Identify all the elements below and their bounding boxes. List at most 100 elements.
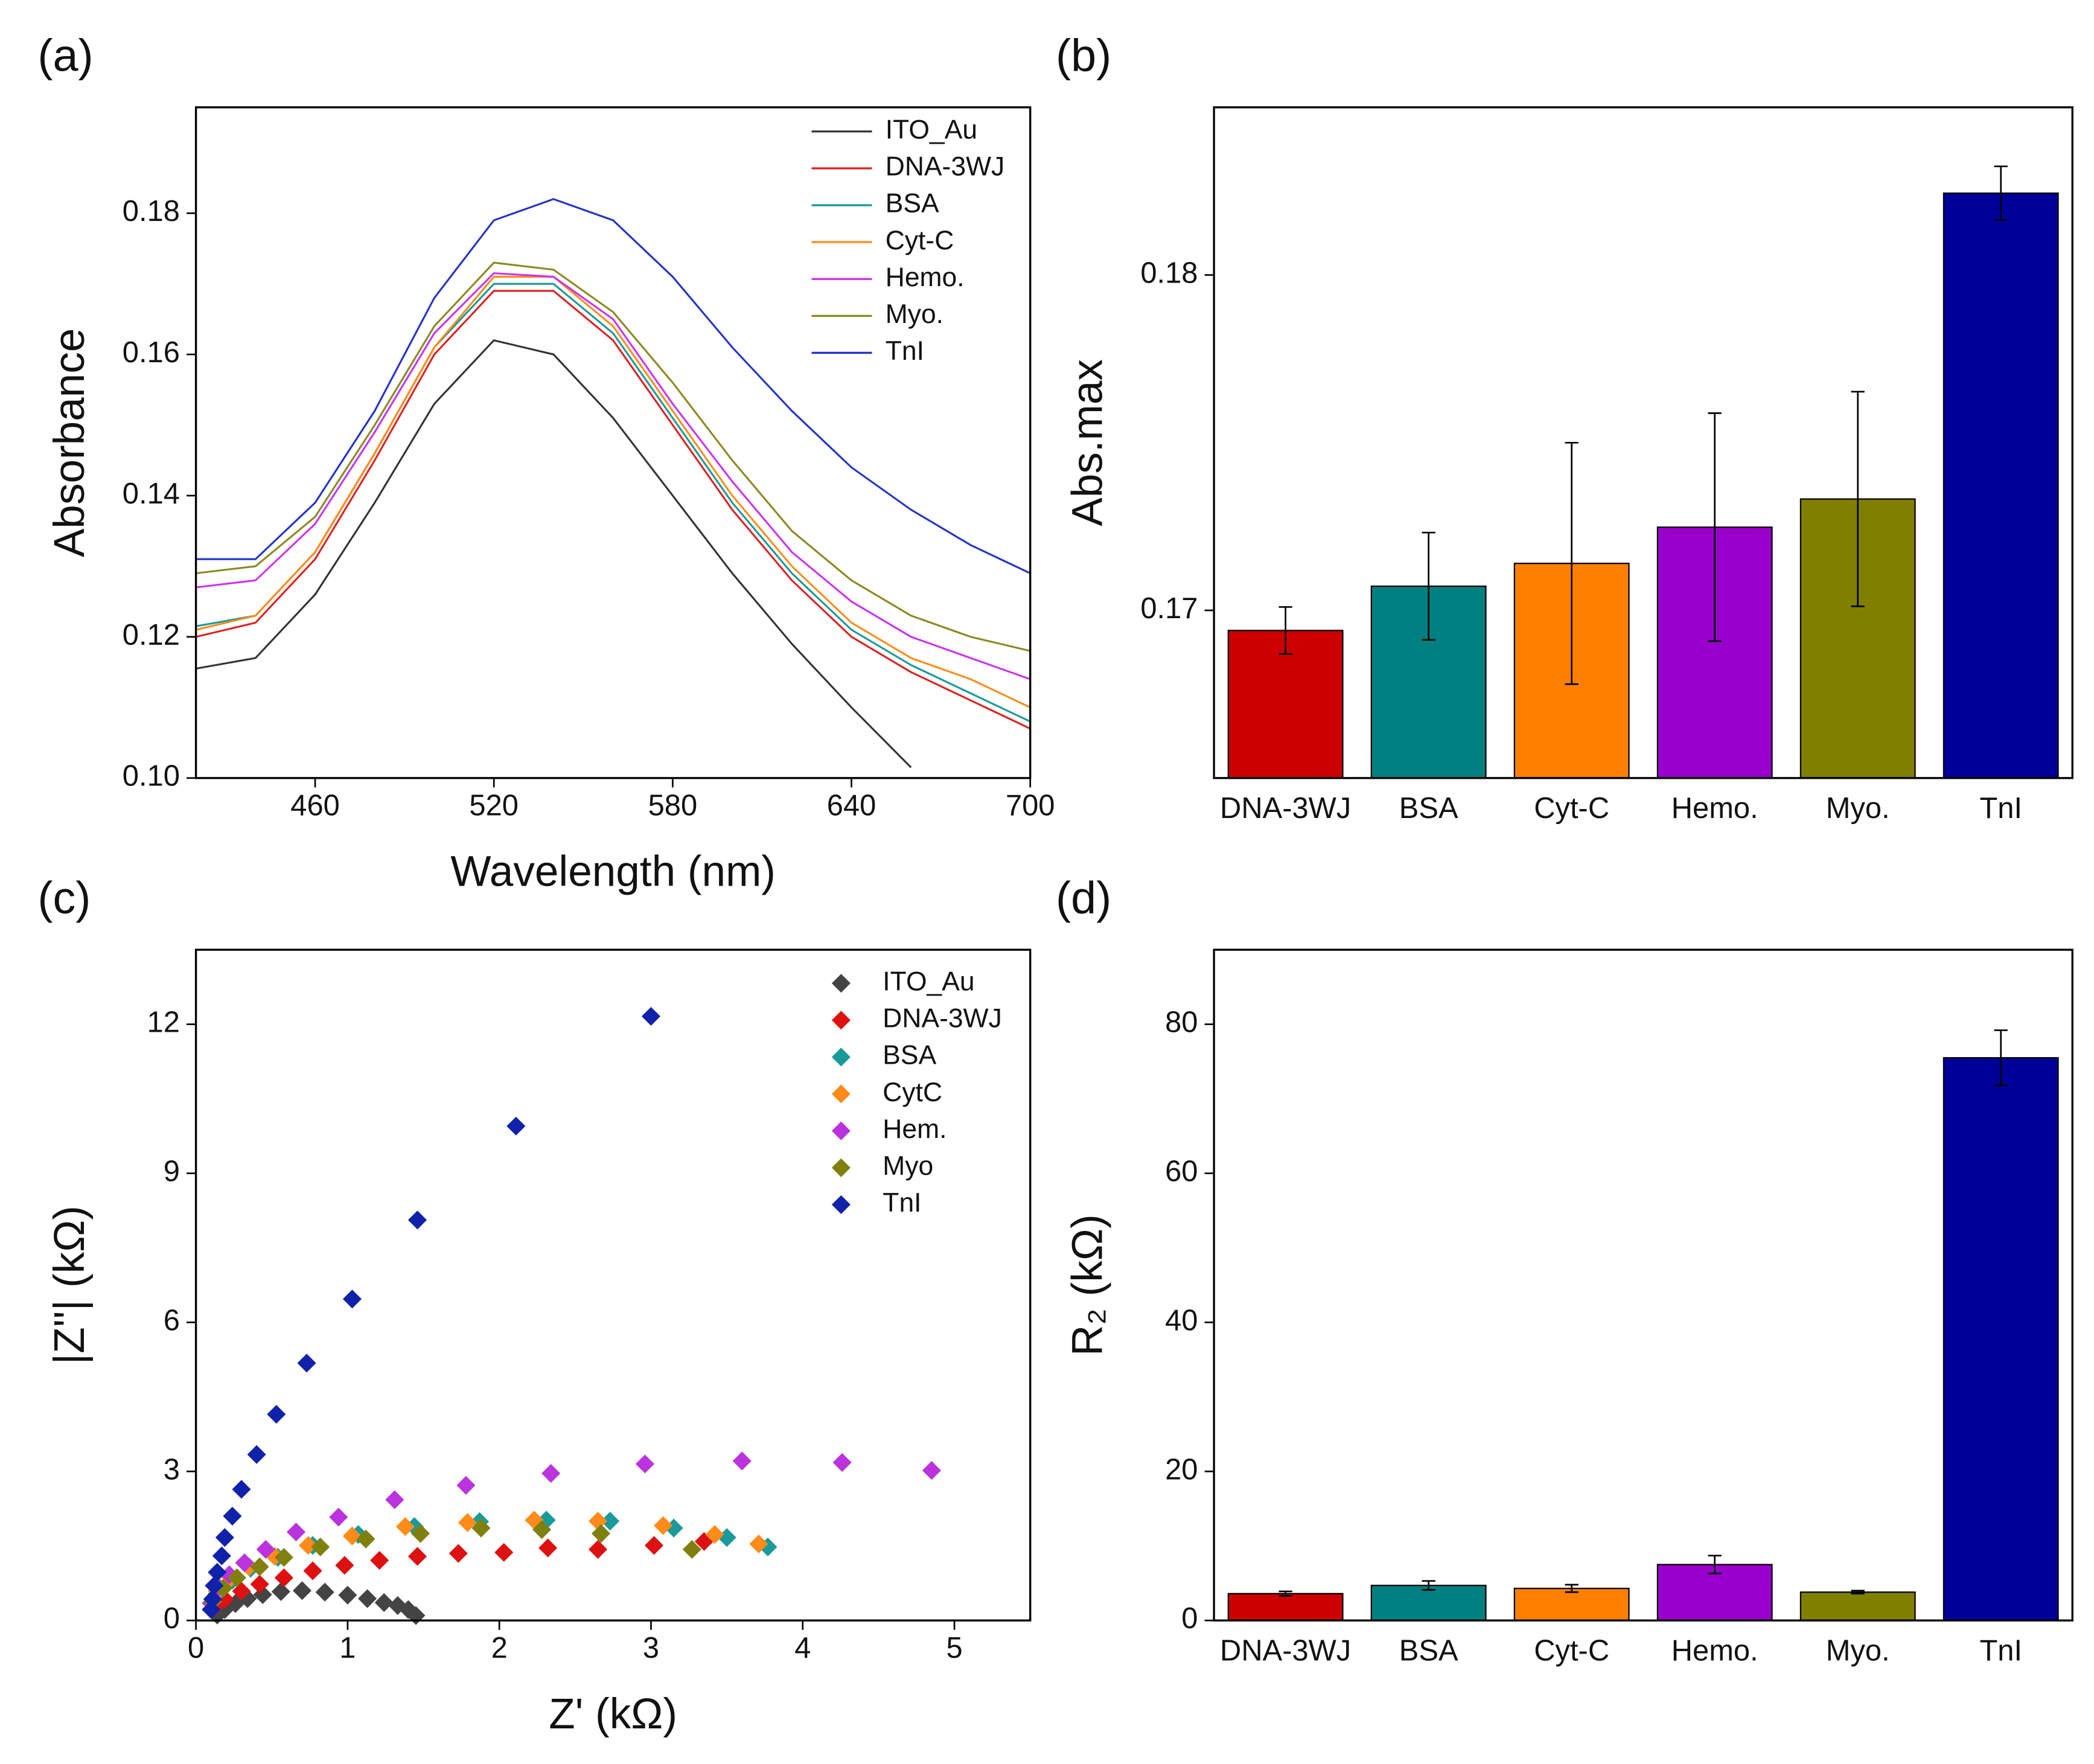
y-tick-label: 80 xyxy=(1165,1006,1198,1039)
y-tick-label: 6 xyxy=(164,1304,180,1337)
x-axis-label: Z' (kΩ) xyxy=(549,1690,677,1738)
x-tick-label: Cyt-C xyxy=(1534,792,1609,825)
data-line xyxy=(196,261,1030,652)
legend-swatch xyxy=(831,974,851,993)
data-point xyxy=(274,1568,293,1588)
y-tick-label: 0.16 xyxy=(123,336,180,369)
y-tick-label: 0 xyxy=(164,1602,180,1635)
y-tick-label: 0.14 xyxy=(123,478,180,510)
x-tick-label: Hemo. xyxy=(1671,1634,1758,1667)
plot-frame xyxy=(194,106,1032,779)
x-tick-label: 5 xyxy=(946,1632,962,1664)
bar xyxy=(1370,1585,1487,1622)
error-bar xyxy=(1422,1580,1435,1591)
data-point xyxy=(458,1513,477,1532)
data-point xyxy=(456,1475,476,1495)
data-point xyxy=(274,1548,293,1567)
x-tick-label: DNA-3WJ xyxy=(1220,1634,1351,1667)
x-tick-label: 460 xyxy=(290,790,340,822)
plot-frame xyxy=(1213,106,2073,779)
data-point xyxy=(235,1553,254,1573)
legend-label: BSA xyxy=(883,1041,936,1070)
data-point xyxy=(250,1574,269,1594)
data-point xyxy=(311,1537,330,1556)
y-tick-label: 3 xyxy=(164,1453,180,1486)
error-bar xyxy=(1422,531,1435,641)
data-point xyxy=(358,1589,377,1608)
legend-label: Cyt-C xyxy=(886,226,954,255)
data-point xyxy=(541,1464,561,1483)
error-bar xyxy=(1565,441,1578,685)
plot-frame xyxy=(1213,948,2073,1622)
y-tick-label: 60 xyxy=(1165,1155,1198,1187)
x-tick-label: Myo. xyxy=(1826,792,1890,825)
data-point xyxy=(532,1520,552,1539)
x-tick-label: 520 xyxy=(469,790,519,822)
data-point xyxy=(601,1512,620,1531)
legend-label: Hemo. xyxy=(886,263,965,292)
x-axis-label: Wavelength (nm) xyxy=(450,848,776,896)
error-bar xyxy=(1851,391,1865,607)
data-point xyxy=(212,1546,231,1565)
bar xyxy=(1942,192,2059,779)
y-axis-label: Abs.max xyxy=(1064,359,1111,526)
data-point xyxy=(250,1557,269,1576)
x-tick-label: 700 xyxy=(1006,790,1055,822)
legend-label: TnI xyxy=(886,336,924,366)
data-point xyxy=(407,1547,427,1566)
y-tick-label: 0 xyxy=(1181,1602,1198,1635)
x-tick-label: 3 xyxy=(643,1632,659,1664)
y-tick-label: 9 xyxy=(164,1155,180,1187)
data-point xyxy=(315,1582,334,1602)
data-point xyxy=(356,1529,375,1548)
x-tick-label: TnI xyxy=(1979,792,2022,825)
x-tick-label: 2 xyxy=(491,1632,508,1664)
data-point xyxy=(208,1562,227,1582)
data-point xyxy=(641,1006,661,1026)
data-point xyxy=(644,1536,664,1555)
legend-label: TnI xyxy=(883,1188,921,1218)
data-point xyxy=(832,1452,852,1472)
data-point xyxy=(654,1516,673,1535)
legend-swatch xyxy=(831,1011,851,1030)
legend-label: BSA xyxy=(886,189,939,219)
error-bar xyxy=(1565,1583,1578,1593)
data-point xyxy=(410,1524,430,1543)
legend-swatch xyxy=(831,1084,851,1104)
error-bar xyxy=(1994,165,2008,221)
x-tick-label: Myo. xyxy=(1826,1634,1890,1667)
legend-label: CytC xyxy=(883,1078,942,1107)
data-point xyxy=(374,1593,394,1612)
data-point xyxy=(215,1528,234,1547)
y-tick-label: 20 xyxy=(1165,1453,1198,1486)
data-point xyxy=(267,1405,286,1424)
x-tick-label: 580 xyxy=(648,790,698,822)
legend-label: DNA-3WJ xyxy=(883,1004,1002,1034)
data-point xyxy=(385,1490,404,1509)
data-point xyxy=(494,1542,514,1562)
legend-label: Hem. xyxy=(883,1114,946,1144)
x-tick-label: BSA xyxy=(1399,1634,1458,1667)
data-point xyxy=(202,1600,221,1619)
legend-label: DNA-3WJ xyxy=(886,152,1005,182)
legend-label: ITO_Au xyxy=(886,115,977,144)
x-tick-label: Cyt-C xyxy=(1534,1634,1609,1667)
error-bar xyxy=(1994,1029,2008,1087)
error-bar xyxy=(1278,606,1292,655)
panel-label: (b) xyxy=(1056,31,1111,81)
data-point xyxy=(407,1210,427,1230)
panel-label: (c) xyxy=(37,873,91,924)
data-point xyxy=(299,1536,318,1555)
error-bar xyxy=(1708,1555,1722,1574)
data-line xyxy=(196,275,1030,709)
data-point xyxy=(297,1353,316,1373)
panel-label: (a) xyxy=(37,31,93,81)
data-point xyxy=(588,1539,608,1559)
y-axis-label: |Z''| (kΩ) xyxy=(46,1206,94,1364)
error-bar xyxy=(1278,1590,1292,1597)
data-point xyxy=(205,1576,224,1596)
x-tick-label: 640 xyxy=(827,790,876,822)
bar xyxy=(1799,1591,1916,1622)
